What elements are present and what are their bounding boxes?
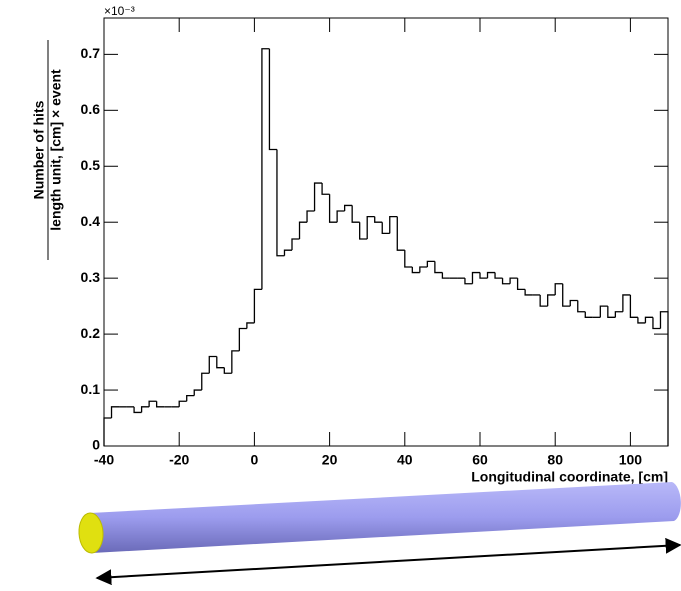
y-tick-label: 0.5 xyxy=(81,157,101,173)
histogram-bin xyxy=(607,306,616,318)
y-axis-label: Number of hits length unit, [cm] × event xyxy=(31,40,64,260)
histogram-bin xyxy=(253,288,262,323)
histogram-bin xyxy=(629,294,638,318)
histogram-bin xyxy=(246,322,255,329)
histogram-bin xyxy=(486,271,496,279)
histogram-bin xyxy=(396,216,405,251)
histogram-bin xyxy=(298,221,308,239)
histogram-bin xyxy=(547,294,556,307)
histogram-bin xyxy=(351,205,360,223)
y-tick-label: 0.6 xyxy=(81,101,101,117)
histogram-bin xyxy=(404,250,413,268)
plot-frame xyxy=(103,17,669,447)
histogram-bin xyxy=(637,317,646,324)
histogram-bin xyxy=(238,327,247,351)
histogram-bin xyxy=(381,222,390,235)
histogram-bin xyxy=(261,48,270,290)
x-tick-label: 60 xyxy=(472,452,488,468)
x-axis-label: Longitudinal coordinate, [cm] xyxy=(471,469,668,485)
histogram-bin xyxy=(441,272,450,279)
y-label-denominator: length unit, [cm] × event xyxy=(48,69,64,231)
histogram-bin xyxy=(426,260,435,267)
histogram-bin xyxy=(133,406,142,414)
histogram-bin xyxy=(562,283,571,307)
histogram-bin xyxy=(328,194,338,223)
histogram-bin xyxy=(652,317,661,330)
length-arrow xyxy=(95,537,681,586)
tube-body xyxy=(90,482,681,553)
histogram-bin xyxy=(201,372,210,391)
histogram-bin xyxy=(231,350,240,374)
histogram-bin xyxy=(554,283,563,295)
x-tick-label: 80 xyxy=(547,452,563,468)
histogram-bin xyxy=(509,277,518,284)
histogram-bin xyxy=(359,222,368,240)
x-tick-label: 0 xyxy=(251,452,259,468)
x-tick-label: 100 xyxy=(619,452,643,468)
histogram-bin xyxy=(659,311,669,446)
histogram-bin xyxy=(343,204,353,212)
histogram-bin xyxy=(411,266,420,274)
histogram-bin xyxy=(539,294,548,307)
histogram-bin xyxy=(110,406,120,419)
histogram-bin xyxy=(471,271,480,284)
histogram-bin xyxy=(291,238,300,251)
histogram-bin xyxy=(622,294,631,312)
histogram-bin xyxy=(464,278,473,285)
histogram-bin xyxy=(268,48,277,151)
x-tick-label: -20 xyxy=(169,452,189,468)
histogram-bin xyxy=(524,289,533,296)
y-tick-label: 0.2 xyxy=(81,325,101,341)
histogram-bin xyxy=(366,215,375,239)
histogram-bin xyxy=(321,183,330,195)
y-tick-label: 0 xyxy=(92,437,100,453)
histogram-bin xyxy=(479,272,488,279)
histogram-bin xyxy=(223,367,232,374)
histogram-bin xyxy=(389,215,398,234)
histogram-bin xyxy=(103,417,112,446)
histogram-bin xyxy=(644,316,653,323)
y-multiplier: ×10⁻³ xyxy=(104,4,135,18)
histogram-bin xyxy=(276,149,285,257)
histogram-bin xyxy=(516,278,526,290)
histogram-bin xyxy=(584,311,593,318)
y-label-numerator: Number of hits xyxy=(31,100,47,199)
y-tick-label: 0.7 xyxy=(81,45,101,61)
histogram-bin xyxy=(216,356,225,369)
histogram-bin xyxy=(494,272,503,279)
y-tick-label: 0.1 xyxy=(81,381,101,397)
x-tick-label: 40 xyxy=(397,452,413,468)
x-tick-label: 20 xyxy=(322,452,338,468)
histogram-bin xyxy=(178,400,187,407)
histogram-bin xyxy=(599,305,608,318)
histogram-bin xyxy=(501,278,511,285)
histogram-bin xyxy=(140,406,150,413)
histogram-bin xyxy=(336,210,345,223)
histogram-bin xyxy=(193,389,202,396)
histogram-bin xyxy=(155,401,165,408)
y-tick-label: 0.3 xyxy=(81,269,101,285)
histogram-bin xyxy=(313,182,323,212)
histogram-bin xyxy=(283,249,292,256)
histogram-bin xyxy=(434,261,443,274)
histogram-bin xyxy=(374,216,383,223)
histogram-bin xyxy=(577,300,586,313)
histogram-bin xyxy=(186,394,195,402)
histogram-bin xyxy=(569,299,578,307)
tube-illustration xyxy=(78,482,681,586)
histogram-bin xyxy=(148,400,157,407)
histogram-bin xyxy=(614,311,623,318)
y-tick-label: 0.4 xyxy=(81,213,101,229)
histogram-bin xyxy=(419,266,428,273)
x-tick-label: -40 xyxy=(94,452,114,468)
histogram-bin xyxy=(306,210,315,223)
histogram-bin xyxy=(208,355,217,374)
